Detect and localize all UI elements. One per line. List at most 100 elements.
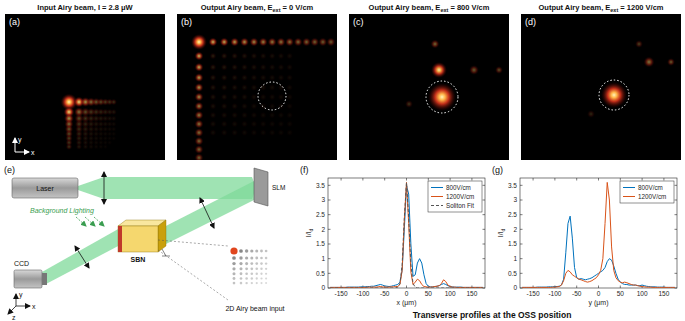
- slm: [254, 168, 268, 206]
- beam-spot: [250, 84, 257, 91]
- beam-spot: [195, 153, 204, 160]
- legend-label: 1200V/cm: [446, 193, 474, 200]
- inset-lobe: [239, 249, 243, 253]
- inset-lobe: [256, 282, 258, 284]
- beam-spot: [231, 84, 238, 91]
- inset-lobe: [251, 277, 253, 279]
- beam-spot: [107, 140, 112, 145]
- legend-swatch: [431, 187, 443, 188]
- beam-spot: [269, 103, 276, 110]
- inset-lobe: [251, 272, 254, 275]
- title-text: Output Airy beam, E: [538, 3, 610, 12]
- laser-beam: [158, 180, 258, 246]
- x-tick-label: -50: [572, 290, 582, 297]
- panel-label: (f): [300, 165, 309, 175]
- inset-lobe: [265, 277, 267, 279]
- crystal-side: [158, 220, 166, 252]
- beam-spot: [667, 58, 675, 66]
- panel-label: (a): [9, 17, 20, 27]
- beam-spot: [260, 53, 267, 60]
- series-line: [330, 182, 483, 287]
- plot-area: [522, 182, 675, 287]
- x-tick: [620, 178, 621, 181]
- panel-label: (d): [525, 17, 536, 27]
- beam-spot: [195, 73, 204, 82]
- inset-lobe: [265, 262, 267, 264]
- beam-spot: [250, 103, 257, 110]
- beam-spot: [241, 64, 248, 71]
- light-arrow: [85, 217, 95, 226]
- beam-spot: [210, 74, 217, 81]
- y-tick: [675, 288, 678, 289]
- inset-lobe: [260, 273, 262, 275]
- x-tick: [663, 178, 664, 181]
- beam-image: Output Airy beam, Eext = 1200 V/cm(d): [521, 3, 681, 160]
- beam-spot: [250, 129, 257, 136]
- x-tick: [471, 178, 472, 181]
- inset-lobe: [240, 272, 243, 275]
- y-tick-label: 3.5: [316, 182, 325, 189]
- x-tick: [428, 178, 429, 181]
- beam-spot: [495, 66, 503, 74]
- inset-lobe: [245, 267, 248, 270]
- inset-lobe: [232, 267, 235, 270]
- inset-lobe: [239, 267, 242, 270]
- inset-lobe: [255, 268, 258, 271]
- label: Laser: [36, 185, 54, 192]
- inset-lobe: [245, 256, 248, 259]
- y-tick: [520, 273, 523, 274]
- beam-spot: [310, 38, 319, 47]
- beam-spot: [221, 74, 228, 81]
- y-tick: [328, 185, 331, 186]
- y-tick-label: 1: [513, 255, 517, 262]
- beam-spot: [111, 136, 116, 141]
- y-tick-label: 1.5: [508, 240, 517, 247]
- y-tick-label: 2: [321, 226, 325, 233]
- x-tick-label: 100: [445, 290, 456, 297]
- beam-spot: [250, 53, 257, 60]
- y-tick: [483, 288, 486, 289]
- image-background: [521, 14, 681, 160]
- beam-spot: [269, 120, 276, 127]
- legend: 800V/cm1200V/cm: [620, 181, 674, 203]
- beam-image: Input Airy beam, I = 2.8 μW(a)yx: [5, 3, 165, 160]
- y-tick: [675, 273, 678, 274]
- inset-lobe: [255, 262, 258, 265]
- x-tick-label: 150: [466, 290, 477, 297]
- x-tick-label: -100: [356, 290, 369, 297]
- inset-guide: [158, 240, 228, 246]
- legend-label: 800V/cm: [446, 184, 471, 191]
- inset-lobe: [265, 257, 268, 260]
- beam-spot: [260, 74, 267, 81]
- label: SBN: [131, 256, 146, 263]
- panel-label: (g): [492, 165, 503, 175]
- beam-spot: [294, 38, 303, 47]
- x-tick-label: 150: [658, 290, 669, 297]
- beam-spot: [195, 102, 204, 111]
- beam-spot: [195, 119, 204, 128]
- axis-name: z: [12, 314, 16, 321]
- image-title: Output Airy beam, Eext = 800 V/cm: [369, 3, 490, 13]
- beam-spot: [286, 120, 293, 127]
- beam-spot: [277, 129, 284, 136]
- legend-box: [428, 181, 482, 212]
- beam-content: [191, 34, 335, 160]
- beam-content: [405, 40, 503, 114]
- x-tick: [554, 178, 555, 181]
- beam-spot: [195, 52, 204, 61]
- inset-lobe: [245, 277, 248, 280]
- beam-spot: [111, 115, 117, 121]
- x-tick: [576, 178, 577, 181]
- title-text: Output Airy beam, E: [369, 3, 441, 12]
- beam-spot: [221, 112, 228, 119]
- beam-spot: [250, 64, 257, 71]
- image-title: Output Airy beam, Eext = 1200 V/cm: [538, 3, 663, 13]
- plot-frame: [328, 178, 485, 288]
- beam-spot: [269, 74, 276, 81]
- inset-lobe: [233, 277, 236, 280]
- x-axis-title: y (μm): [589, 299, 609, 307]
- inset-lobe: [245, 262, 248, 265]
- axis-name: y: [18, 136, 22, 144]
- y-tick: [675, 244, 678, 245]
- beam-spot: [231, 53, 238, 60]
